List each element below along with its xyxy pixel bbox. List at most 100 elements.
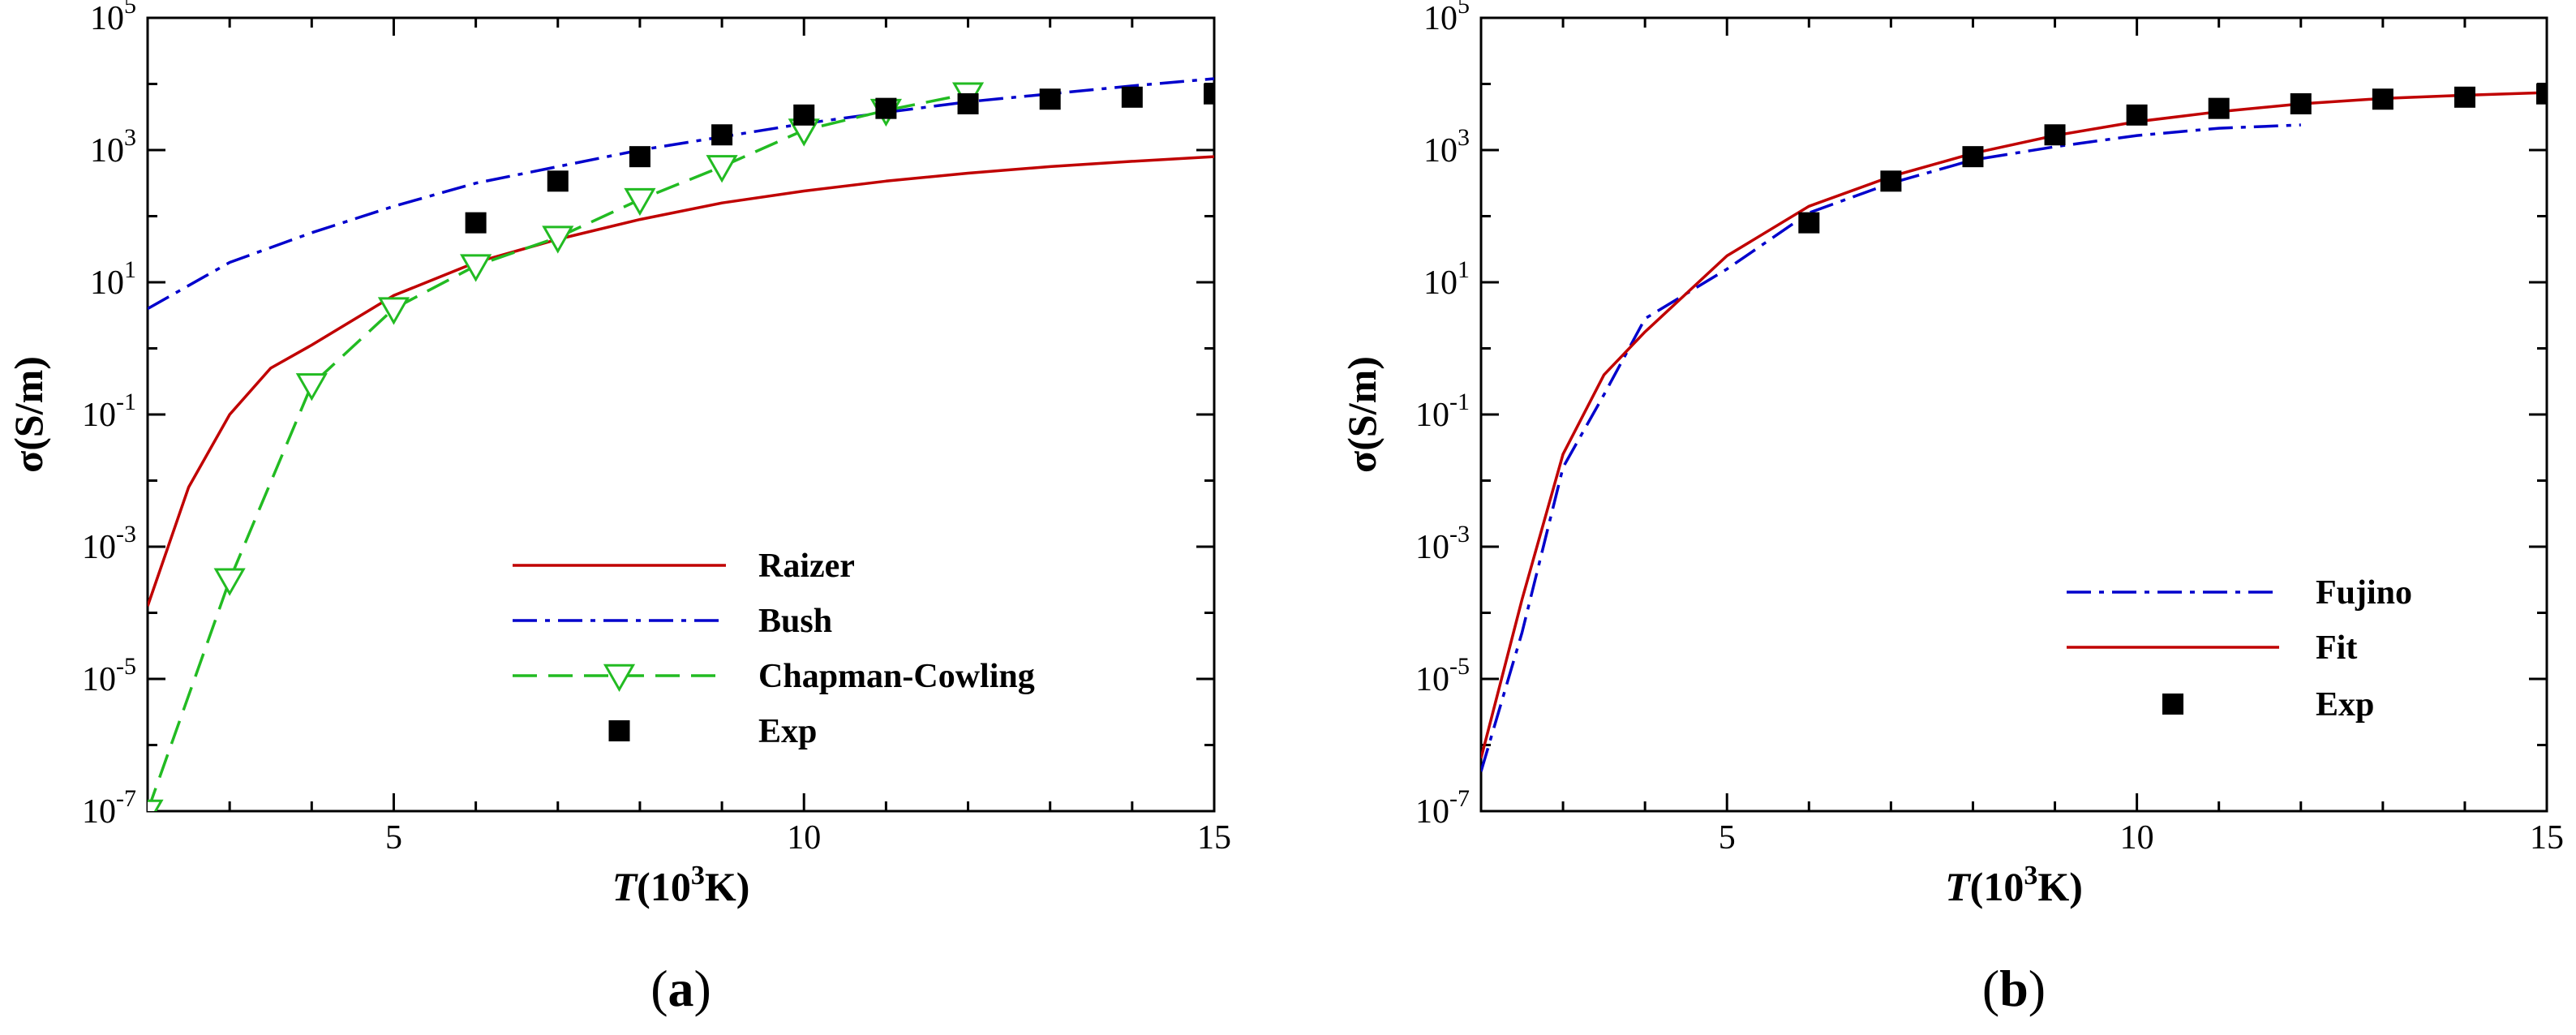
caption-paren: ) [2029,960,2046,1017]
series-group [148,77,1214,811]
x-axis-unit-rest: K) [2037,864,2083,909]
data-point-exp [1962,146,1984,168]
y-tick-base: 10 [90,132,124,170]
data-point-exp [629,146,650,168]
data-point-exp [2536,83,2547,105]
data-point-exp [711,124,733,146]
y-tick-exponent: 5 [124,0,136,19]
y-tick-exponent: -7 [116,785,136,812]
y-tick-base: 10 [1423,132,1458,170]
x-axis-unit: (10 [637,864,691,909]
y-tick-exponent: 5 [1458,0,1470,19]
series-line-fujino [1481,123,2301,772]
y-tick-exponent: -1 [116,389,136,415]
x-axis-title: T(103K) [1945,861,2083,909]
y-tick-base: 10 [1415,529,1449,566]
y-tick-label: 101 [1423,256,1470,302]
caption-paren: ( [650,960,668,1017]
y-tick-exponent: -3 [1449,521,1470,548]
data-point-chapman-cowling [460,254,492,282]
data-point-chapman-cowling [542,225,574,254]
legend-label-fit: Fit [2316,629,2357,667]
plot-frame [1479,16,2548,813]
legend-label-raizer: Raizer [758,548,855,585]
y-tick-label: 103 [90,124,136,170]
data-point-chapman-cowling [706,155,738,183]
data-point-chapman-cowling [295,373,328,402]
legend-label-chapman-cowling: Chapman-Cowling [758,658,1035,695]
legend-label-exp: Exp [758,713,817,750]
legend-marker-exp [2162,694,2183,715]
y-tick-exponent: 3 [124,124,136,151]
data-point-chapman-cowling [213,568,246,596]
data-point-exp [2290,92,2312,114]
y-tick-label: 103 [1423,124,1470,170]
y-tick-base: 10 [1423,264,1458,302]
x-tick-label: 5 [385,819,402,857]
y-tick-exponent: -5 [116,653,136,680]
panel-caption: (a) [650,960,711,1017]
y-tick-label: 10-3 [1415,521,1470,566]
data-point-exp [957,92,979,114]
y-tick-exponent: -5 [1449,653,1470,680]
y-tick-base: 10 [1423,0,1458,37]
x-tick-label: 5 [1719,819,1736,857]
x-axis-unit: (10 [1970,864,2024,909]
data-point-exp [547,170,569,192]
y-tick-exponent: -1 [1449,389,1470,415]
y-tick-exponent: 3 [1458,124,1470,151]
y-tick-label: 101 [90,256,136,302]
x-tick-label: 10 [2120,819,2154,857]
data-point-exp [465,212,487,234]
y-tick-base: 10 [1415,397,1449,434]
y-tick-exponent: -7 [1449,785,1470,812]
data-point-chapman-cowling [377,297,410,325]
data-point-exp [1204,83,1214,105]
series-group [1481,83,2547,772]
x-axis-title: T(103K) [612,861,750,909]
data-point-exp [1039,88,1061,110]
series-line-fit [1481,91,2547,759]
data-point-exp [2372,88,2394,110]
data-point-exp [2044,124,2066,146]
x-tick-label: 15 [2530,819,2564,857]
data-point-exp [1121,86,1143,108]
y-tick-label: 10-1 [1415,389,1470,434]
caption-letter: b [1999,960,2029,1017]
y-tick-base: 10 [90,264,124,302]
legend-marker-chapman-cowling [603,664,636,693]
x-axis-var: T [612,864,639,909]
legend-label-fujino: Fujino [2316,574,2412,612]
y-tick-exponent: 1 [1458,256,1470,283]
caption-paren: ( [1982,960,1999,1017]
legend: Fujino Fit Exp [2067,574,2412,724]
y-tick-label: 10-7 [1415,785,1470,831]
data-point-exp [1880,170,1902,192]
y-tick-exponent: -3 [116,521,136,548]
y-tick-base: 10 [1415,661,1449,698]
y-tick-label: 105 [90,0,136,37]
legend-label-bush: Bush [758,603,832,640]
y-tick-base: 10 [82,661,116,698]
series-line-raizer [148,155,1214,607]
panel-caption: (b) [1982,960,2046,1017]
x-axis-unit-rest: K) [705,864,750,909]
y-tick-label: 105 [1423,0,1470,37]
caption-paren: ) [694,960,711,1017]
y-tick-label: 10-1 [82,389,136,434]
x-tick-label: 15 [1197,819,1231,857]
legend-label-exp: Exp [2316,686,2374,724]
caption-letter: a [668,960,694,1017]
data-point-chapman-cowling [624,187,656,217]
y-tick-label: 10-7 [82,785,136,831]
y-axis-title: σ(S/m) [1339,356,1385,473]
y-tick-label: 10-5 [82,653,136,698]
x-axis-var: T [1945,864,1972,909]
legend: Raizer Bush Chapman-Cowling Exp [513,548,1035,750]
x-tick-label: 10 [787,819,821,857]
series-line-bush [148,77,1214,311]
y-axis-title: σ(S/m) [6,356,51,473]
